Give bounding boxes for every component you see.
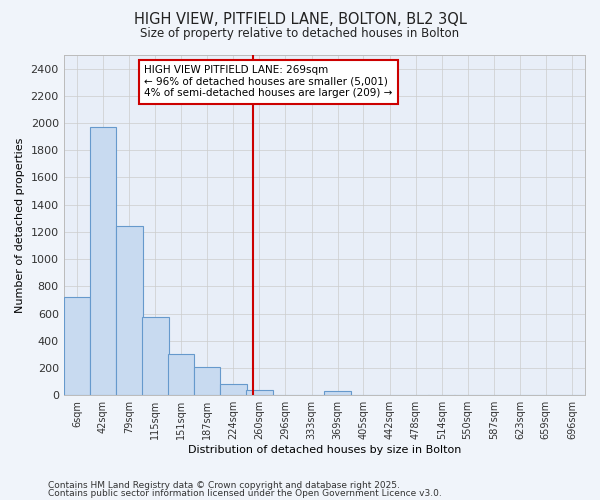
Bar bbox=[116, 226, 143, 395]
Bar bbox=[194, 368, 220, 395]
Bar bbox=[325, 391, 351, 395]
Bar bbox=[89, 127, 116, 395]
Text: HIGH VIEW, PITFIELD LANE, BOLTON, BL2 3QL: HIGH VIEW, PITFIELD LANE, BOLTON, BL2 3Q… bbox=[134, 12, 466, 28]
Bar bbox=[142, 317, 169, 395]
Text: HIGH VIEW PITFIELD LANE: 269sqm
← 96% of detached houses are smaller (5,001)
4% : HIGH VIEW PITFIELD LANE: 269sqm ← 96% of… bbox=[145, 65, 393, 98]
Bar bbox=[64, 297, 90, 395]
Text: Contains HM Land Registry data © Crown copyright and database right 2025.: Contains HM Land Registry data © Crown c… bbox=[48, 480, 400, 490]
Bar bbox=[246, 390, 272, 395]
Bar bbox=[168, 354, 194, 395]
Text: Size of property relative to detached houses in Bolton: Size of property relative to detached ho… bbox=[140, 28, 460, 40]
Text: Contains public sector information licensed under the Open Government Licence v3: Contains public sector information licen… bbox=[48, 489, 442, 498]
Bar bbox=[220, 384, 247, 395]
X-axis label: Distribution of detached houses by size in Bolton: Distribution of detached houses by size … bbox=[188, 445, 461, 455]
Y-axis label: Number of detached properties: Number of detached properties bbox=[15, 138, 25, 313]
